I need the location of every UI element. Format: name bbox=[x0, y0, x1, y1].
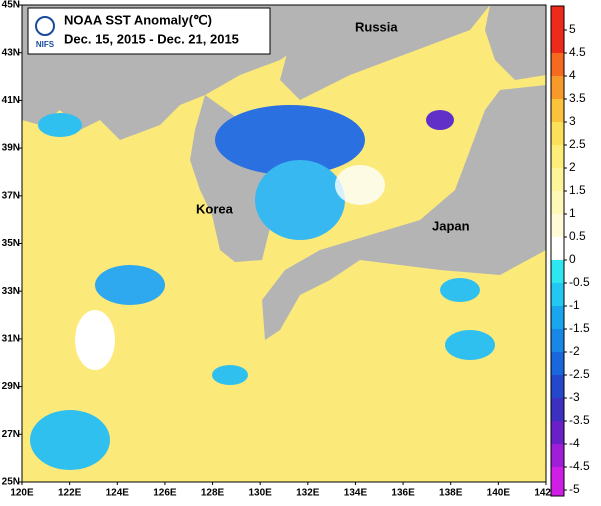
lon-label: 120E bbox=[10, 488, 34, 499]
colorbar-segment bbox=[551, 145, 564, 168]
colorbar-segment bbox=[551, 444, 564, 467]
logo-text: NIFS bbox=[36, 40, 55, 49]
colorbar-label: -4.5 bbox=[569, 459, 590, 473]
land-russia bbox=[280, 5, 490, 100]
cold-anomaly bbox=[95, 265, 165, 305]
colorbar-label: 1 bbox=[569, 206, 576, 220]
colorbar-label: -0.5 bbox=[569, 275, 590, 289]
lat-label: 41N bbox=[2, 95, 20, 106]
colorbar-label: 5 bbox=[569, 22, 576, 36]
cold-anomaly bbox=[440, 278, 480, 302]
cold-anomaly bbox=[426, 110, 454, 130]
lon-label: 128E bbox=[201, 488, 225, 499]
lon-label: 124E bbox=[106, 488, 130, 499]
lon-label: 132E bbox=[296, 488, 320, 499]
colorbar-label: -5 bbox=[569, 482, 580, 496]
colorbar-label: 2.5 bbox=[569, 137, 586, 151]
colorbar-label: -1 bbox=[569, 298, 580, 312]
colorbar-segment bbox=[551, 214, 564, 237]
colorbar: 5 4.5 4 3.5 3 2.5 2 1.5 1 0.5 0 -0.5 -1 -1.5 -2 -2.5 -3 -… bbox=[550, 5, 590, 497]
land-japan bbox=[262, 85, 546, 340]
lon-label: 122E bbox=[58, 488, 82, 499]
colorbar-frame bbox=[550, 5, 565, 497]
colorbar-segment bbox=[551, 122, 564, 145]
colorbar-label: 2 bbox=[569, 160, 576, 174]
colorbar-label: -2 bbox=[569, 344, 580, 358]
place-label: Russia bbox=[355, 19, 398, 34]
lat-label: 35N bbox=[2, 238, 20, 249]
colorbar-segment bbox=[551, 306, 564, 329]
colorbar-segment bbox=[551, 421, 564, 444]
cold-anomaly bbox=[38, 113, 82, 137]
colorbar-segment bbox=[551, 191, 564, 214]
lon-label: 134E bbox=[344, 488, 368, 499]
colorbar-segment bbox=[551, 53, 564, 76]
no-data bbox=[335, 165, 385, 205]
colorbar-label: -3.5 bbox=[569, 413, 590, 427]
lat-label: 39N bbox=[2, 143, 20, 154]
colorbar-label: 0.5 bbox=[569, 229, 586, 243]
subtitle: Dec. 15, 2015 - Dec. 21, 2015 bbox=[64, 31, 239, 46]
lon-label: 126E bbox=[153, 488, 177, 499]
title: NOAA SST Anomaly(℃) bbox=[64, 12, 212, 27]
colorbar-segment bbox=[551, 352, 564, 375]
colorbar-segment bbox=[551, 237, 564, 260]
no-data bbox=[75, 310, 115, 370]
lat-label: 43N bbox=[2, 47, 20, 58]
title-box: NIFS NOAA SST Anomaly(℃) Dec. 15, 2015 -… bbox=[27, 7, 271, 55]
colorbar-label: 4.5 bbox=[569, 45, 586, 59]
lat-label: 37N bbox=[2, 190, 20, 201]
colorbar-segment bbox=[551, 168, 564, 191]
colorbar-label: 3.5 bbox=[569, 91, 586, 105]
lon-label: 142E bbox=[534, 488, 558, 499]
cold-anomaly bbox=[445, 330, 495, 360]
place-label: Korea bbox=[196, 201, 234, 216]
lon-label: 136E bbox=[391, 488, 415, 499]
colorbar-label: 4 bbox=[569, 68, 576, 82]
lat-label: 25N bbox=[2, 477, 20, 488]
cold-anomaly bbox=[215, 105, 365, 175]
colorbar-label: -1.5 bbox=[569, 321, 590, 335]
lon-label: 130E bbox=[249, 488, 273, 499]
colorbar-label: 1.5 bbox=[569, 183, 586, 197]
land-hokkaido bbox=[485, 5, 546, 80]
title-panel bbox=[27, 7, 271, 55]
colorbar-segment bbox=[551, 398, 564, 421]
colorbar-segment bbox=[551, 375, 564, 398]
colorbar-label: -3 bbox=[569, 390, 580, 404]
place-label: Japan bbox=[432, 218, 470, 233]
lat-label: 31N bbox=[2, 334, 20, 345]
lat-label: 27N bbox=[2, 429, 20, 440]
colorbar-segment bbox=[551, 99, 564, 122]
lon-label: 140E bbox=[487, 488, 511, 499]
colorbar-segment bbox=[551, 467, 564, 496]
lon-label: 138E bbox=[439, 488, 463, 499]
lat-label: 33N bbox=[2, 286, 20, 297]
cold-anomaly bbox=[212, 365, 248, 385]
logo-icon bbox=[35, 16, 55, 36]
colorbar-label: 3 bbox=[569, 114, 576, 128]
colorbar-label: 0 bbox=[569, 252, 576, 266]
lat-label: 45N bbox=[2, 0, 20, 11]
colorbar-label: -2.5 bbox=[569, 367, 590, 381]
colorbar-segment bbox=[551, 283, 564, 306]
lat-label: 29N bbox=[2, 381, 20, 392]
colorbar-segment bbox=[551, 260, 564, 283]
cold-anomaly bbox=[255, 160, 345, 240]
colorbar-segment bbox=[551, 76, 564, 99]
map-area bbox=[21, 4, 547, 483]
cold-anomaly bbox=[30, 410, 110, 470]
colorbar-label: -4 bbox=[569, 436, 580, 450]
colorbar-segment bbox=[551, 329, 564, 352]
colorbar-segment bbox=[551, 6, 564, 53]
